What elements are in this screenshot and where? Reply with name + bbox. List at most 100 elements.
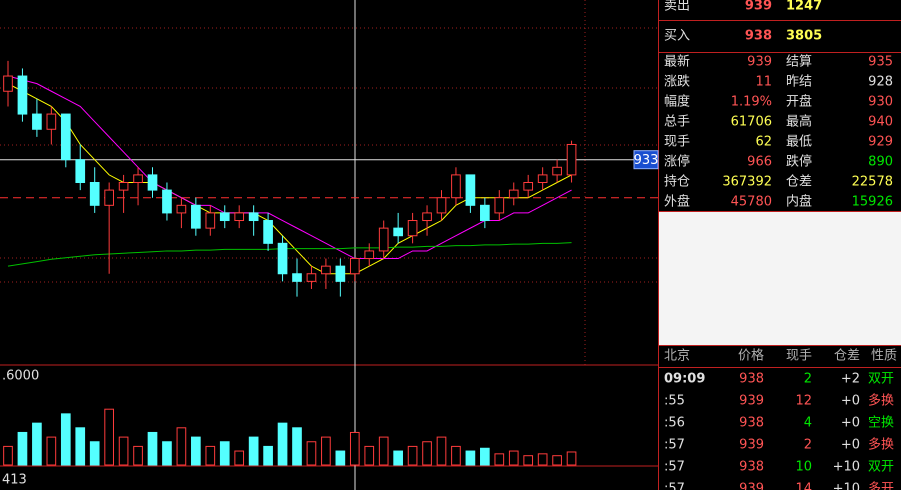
stat-label: 外盘 xyxy=(664,194,690,210)
tick-cell: 939 xyxy=(739,482,764,490)
stat-label: 总手 xyxy=(664,115,690,130)
volume-bar xyxy=(133,445,143,466)
stat-value: 1.19% xyxy=(731,95,772,110)
candle-body xyxy=(205,212,216,229)
stat-label: 昨结 xyxy=(786,75,812,90)
quote-volume: 1247 xyxy=(786,0,822,14)
candle-body xyxy=(335,265,346,282)
tick-cell: 14 xyxy=(795,482,812,490)
volume-bar xyxy=(407,445,418,466)
candle-body xyxy=(133,174,143,183)
volume-bar xyxy=(537,453,548,466)
candle-body xyxy=(378,227,389,252)
volume-bar xyxy=(60,413,71,466)
volume-bar xyxy=(566,451,577,466)
stat-label: 幅度 xyxy=(664,94,690,110)
candle-body xyxy=(176,204,187,214)
tick-header: 性质 xyxy=(871,349,897,364)
crosshair-label-box xyxy=(633,150,659,170)
tick-cell: :57 xyxy=(664,482,685,490)
tick-cell: 938 xyxy=(739,372,764,387)
tick-cell: 938 xyxy=(739,460,764,475)
tick-cell: 4 xyxy=(804,416,812,431)
volume-bar xyxy=(523,455,534,466)
volume-bar xyxy=(17,431,28,466)
stat-value: 940 xyxy=(868,115,893,130)
tick-cell: 双开 xyxy=(868,460,894,475)
tick-cell: 09:09 xyxy=(664,372,705,387)
tick-cell: +10 xyxy=(833,460,860,475)
volume-bar xyxy=(191,436,201,466)
quote-label: 卖出 xyxy=(664,0,690,14)
tick-header: 北京 xyxy=(664,349,690,364)
volume-bar xyxy=(508,450,519,466)
stat-value: 15926 xyxy=(852,195,893,210)
candle-body xyxy=(219,212,230,222)
volume-bar xyxy=(321,436,331,466)
moving-average xyxy=(7,75,572,260)
tick-cell: 多换 xyxy=(868,437,894,453)
tick-cell: +0 xyxy=(841,416,860,431)
candle-body xyxy=(104,189,114,206)
stat-label: 现手 xyxy=(664,135,690,150)
quote-borders xyxy=(659,20,901,368)
volume-bar xyxy=(393,450,403,466)
stat-label: 最低 xyxy=(786,135,812,150)
candle-body xyxy=(191,204,201,229)
candle-body xyxy=(465,174,476,206)
tick-cell: :56 xyxy=(664,416,685,431)
candle-body xyxy=(436,197,447,214)
volume-bar xyxy=(234,450,245,466)
stat-label: 最高 xyxy=(786,114,812,130)
volume-bar xyxy=(335,450,346,466)
candle-body xyxy=(118,182,129,191)
stat-value: 935 xyxy=(868,55,893,70)
volume-bar xyxy=(248,436,259,466)
volume-bar xyxy=(364,445,375,466)
volume-bottom-label: 413 xyxy=(2,473,27,488)
candle-body xyxy=(162,189,172,214)
candle-body xyxy=(349,258,360,275)
stat-value: 929 xyxy=(868,135,893,150)
stat-label: 跌停 xyxy=(786,154,812,170)
candle-body xyxy=(537,174,548,183)
candle-body xyxy=(523,182,534,191)
volume-bar xyxy=(205,445,216,466)
stat-value: 890 xyxy=(868,155,893,170)
candle-body xyxy=(147,174,158,191)
stat-label: 结算 xyxy=(786,55,812,70)
tick-cell: 多换 xyxy=(868,393,894,409)
candle-body xyxy=(75,159,86,183)
stat-label: 仓差 xyxy=(786,175,812,190)
volume-bar xyxy=(277,422,288,466)
volume-bar xyxy=(292,427,302,466)
volume-bar xyxy=(32,422,42,466)
stat-value: 966 xyxy=(747,155,772,170)
candle-body xyxy=(552,166,562,176)
candle-body xyxy=(234,212,245,222)
volume-bar xyxy=(162,441,172,466)
tick-cell: +0 xyxy=(841,438,860,453)
moving-average xyxy=(7,83,572,275)
tick-cell: 2 xyxy=(804,438,812,453)
stat-value: 62 xyxy=(755,135,772,150)
candle-body xyxy=(494,197,505,214)
grid xyxy=(0,0,658,365)
candle-body xyxy=(321,265,331,275)
volume-bar xyxy=(46,436,57,466)
volume-bar xyxy=(104,408,114,466)
candle-body xyxy=(277,242,288,275)
tick-header: 价格 xyxy=(738,348,764,364)
tick-cell: 10 xyxy=(795,460,812,475)
volume-bar xyxy=(263,445,273,466)
quote-volume: 3805 xyxy=(786,29,822,44)
candle-body xyxy=(480,204,490,222)
volume-bar xyxy=(3,445,13,466)
candle-body xyxy=(407,220,418,237)
tick-cell: 2 xyxy=(804,372,812,387)
tick-cell: +0 xyxy=(841,394,860,409)
tick-cell: :57 xyxy=(664,460,685,475)
candle-body xyxy=(422,212,432,222)
stat-label: 内盘 xyxy=(786,194,812,210)
stat-label: 开盘 xyxy=(786,94,812,110)
